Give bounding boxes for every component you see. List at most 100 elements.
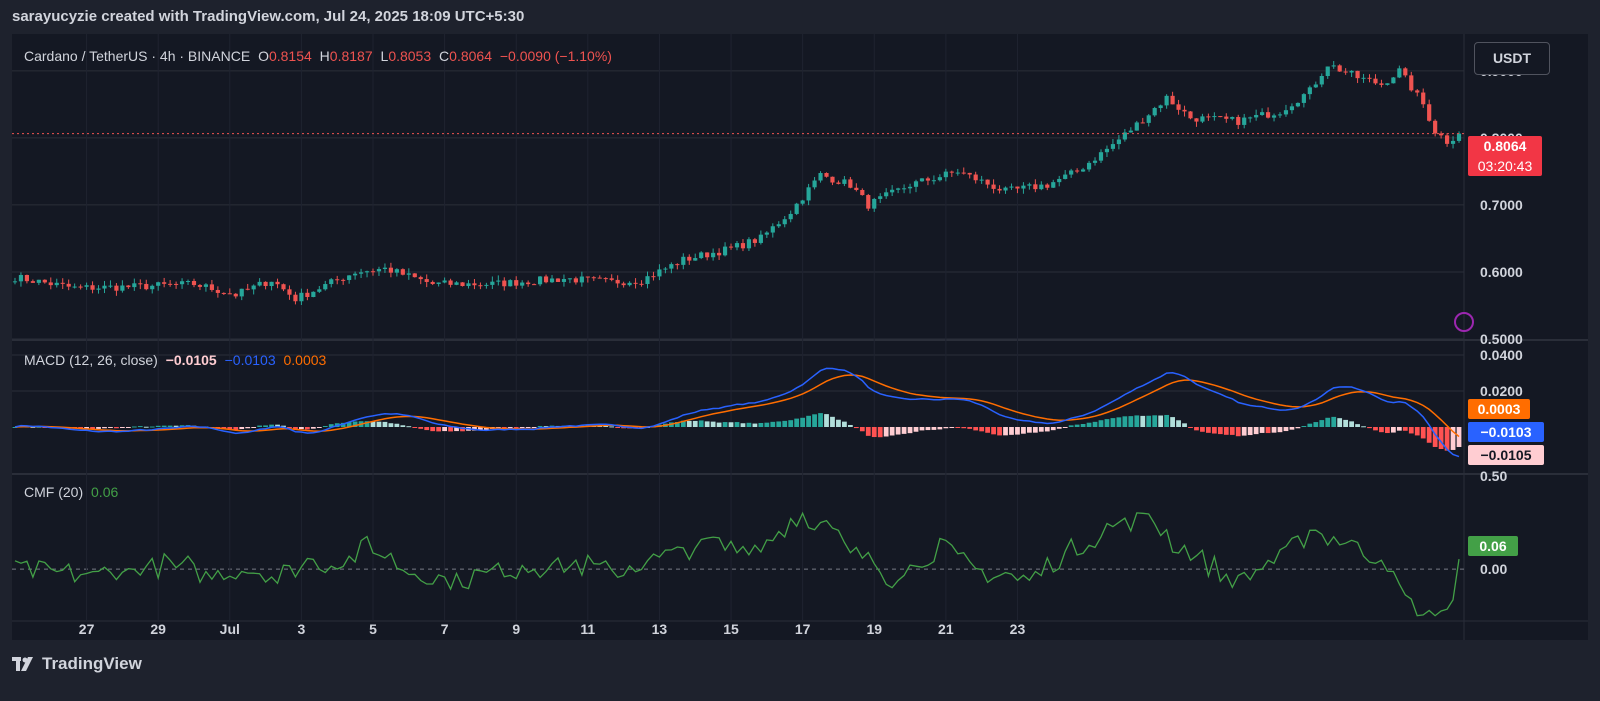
candle-body <box>866 195 871 209</box>
candle-body <box>382 267 388 270</box>
candle-body <box>579 276 584 283</box>
candle-body <box>293 294 298 302</box>
chart-area[interactable]: 0.90000.80000.70000.60000.50000.04000.02… <box>12 34 1588 640</box>
macd-histogram-bar <box>388 423 394 427</box>
macd-histogram-bar <box>299 427 304 430</box>
macd-histogram-bar <box>1170 417 1175 427</box>
tradingview-logo[interactable]: TradingView <box>12 654 142 674</box>
candle-body <box>711 252 716 258</box>
macd-histogram-bar <box>245 427 251 429</box>
candle-body <box>1277 114 1283 116</box>
candle-body <box>818 173 823 181</box>
candle-body <box>973 174 978 181</box>
time-tick-label: 29 <box>150 621 166 637</box>
candle-body <box>1230 116 1235 119</box>
price-tick-label: 0.6000 <box>1480 264 1523 280</box>
macd-histogram-bar <box>179 425 185 427</box>
macd-histogram-bar <box>442 427 447 432</box>
candle-body <box>675 264 680 266</box>
macd-histogram-bar <box>525 427 531 428</box>
candle-body <box>543 276 549 283</box>
macd-histogram-bar <box>1408 427 1414 434</box>
candle-body <box>299 292 304 302</box>
macd-histogram-bar <box>1438 427 1444 450</box>
macd-histogram-bar <box>322 426 328 428</box>
macd-histogram-bar <box>1307 423 1313 427</box>
candle-body <box>1075 170 1080 172</box>
candle-body <box>943 171 948 178</box>
candle-body <box>78 286 83 288</box>
candle-body <box>555 278 561 282</box>
macd-histogram-bar <box>1068 425 1074 427</box>
macd-tick-label: 0.0400 <box>1480 347 1523 363</box>
macd-line-value: −0.0103 <box>224 352 276 368</box>
candle-body <box>848 179 853 188</box>
candle-body <box>1170 95 1175 105</box>
candle-body <box>1373 78 1378 84</box>
macd-name[interactable]: MACD (12, 26, close) <box>24 352 158 368</box>
macd-histogram-bar <box>12 427 18 428</box>
macd-histogram-bar <box>454 427 459 432</box>
chart-svg[interactable]: 0.90000.80000.70000.60000.50000.04000.02… <box>12 34 1588 640</box>
macd-histogram-bar <box>1128 416 1134 427</box>
macd-histogram-bar <box>1241 427 1247 436</box>
candle-body <box>1343 71 1348 73</box>
candle-body <box>1236 116 1241 125</box>
price-tick-label: 0.5000 <box>1480 331 1523 347</box>
macd-histogram-bar <box>836 419 841 427</box>
candle-body <box>705 252 710 258</box>
candle-body <box>764 232 769 235</box>
close-label: C <box>439 48 450 64</box>
macd-histogram-bar <box>233 427 239 431</box>
high-value: 0.8187 <box>329 48 373 64</box>
candle-body <box>1188 111 1193 119</box>
candle-body <box>1218 116 1223 118</box>
macd-histogram-bar <box>991 427 996 435</box>
candle-body <box>132 283 137 288</box>
candle-body <box>496 280 501 282</box>
cmf-name[interactable]: CMF (20) <box>24 484 84 500</box>
candle-body <box>406 273 411 275</box>
candle-body <box>812 180 817 188</box>
candle-body <box>782 219 787 225</box>
candle-body <box>353 273 358 276</box>
candle-body <box>657 269 662 277</box>
candle-body <box>770 226 775 233</box>
macd-histogram-bar <box>609 426 615 428</box>
candle-body <box>985 179 990 185</box>
macd-histogram-bar <box>979 427 985 432</box>
candle-body <box>1086 162 1092 170</box>
candle-body <box>442 280 447 283</box>
candle-body <box>669 264 674 269</box>
macd-histogram-bar <box>710 421 716 427</box>
candle-body <box>156 282 161 286</box>
macd-histogram-bar <box>1164 414 1170 427</box>
cmf-line <box>14 511 1460 617</box>
symbol-label[interactable]: Cardano / TetherUS · 4h · BINANCE <box>24 48 251 64</box>
candle-body <box>144 283 149 290</box>
macd-histogram-bar <box>400 425 406 427</box>
macd-histogram-bar <box>1259 427 1265 433</box>
macd-histogram-bar <box>120 427 125 428</box>
candle-body <box>364 271 370 273</box>
macd-histogram-bar <box>137 426 143 428</box>
open-value: 0.8154 <box>268 48 312 64</box>
candle-body <box>1021 185 1026 189</box>
candle-body <box>937 177 942 181</box>
currency-button[interactable]: USDT <box>1474 42 1550 75</box>
candle-body <box>854 187 859 190</box>
candle-body <box>752 239 757 243</box>
macd-histogram-bar <box>967 427 973 429</box>
macd-hist-value: −0.0105 <box>165 352 217 368</box>
candle-body <box>388 267 393 273</box>
macd-histogram-bar <box>794 418 800 427</box>
macd-histogram-bar <box>1122 416 1128 427</box>
candle-body <box>96 288 101 290</box>
candle-body <box>179 281 185 285</box>
candle-body <box>609 278 614 280</box>
macd-histogram-bar <box>328 424 334 427</box>
time-tick-label: 21 <box>938 621 954 637</box>
time-tick-label: 23 <box>1010 621 1026 637</box>
macd-histogram-bar <box>269 424 274 427</box>
candle-body <box>1015 186 1020 189</box>
